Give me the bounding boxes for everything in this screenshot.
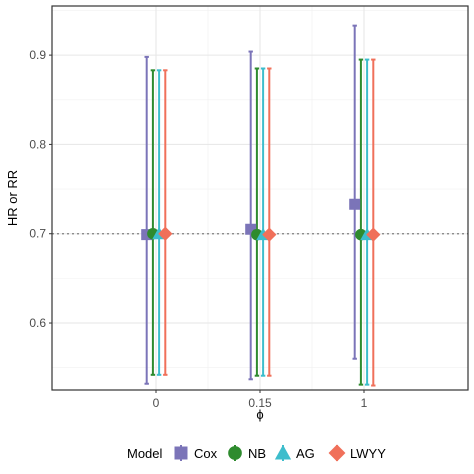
error-bar-lwyy	[371, 58, 376, 387]
legend-title: Model	[127, 446, 163, 461]
y-tick-label: 0.9	[29, 48, 46, 62]
error-bar-lwyy	[163, 69, 168, 376]
y-tick-label: 0.7	[29, 227, 46, 241]
point-lwyy	[158, 226, 173, 241]
error-bar-nb	[358, 58, 364, 386]
error-bar-nb	[254, 67, 260, 377]
error-bar-nb	[150, 69, 156, 376]
plot-area	[51, 5, 469, 391]
y-axis: 0.6 0.7 0.8 0.9	[29, 48, 52, 330]
point-lwyy	[262, 227, 277, 242]
legend-item-lwyy: LWYY	[328, 444, 386, 462]
error-bar-ag	[260, 67, 266, 377]
x-tick-label: 0	[153, 396, 160, 410]
x-axis: 0 0.15 1	[153, 390, 368, 410]
error-bar-cox	[352, 24, 357, 360]
error-bar-ag	[156, 69, 162, 376]
error-bar-lwyy	[267, 67, 272, 377]
legend-key-square	[174, 446, 188, 460]
legend-label: NB	[248, 446, 266, 461]
error-bar-ag	[364, 58, 370, 386]
legend-item-nb: NB	[228, 445, 266, 461]
error-bar-cox	[248, 50, 253, 381]
x-tick-label: 1	[361, 396, 368, 410]
legend-key-circle	[228, 446, 242, 460]
x-axis-title: ϕ	[256, 407, 263, 422]
point-lwyy	[366, 227, 381, 242]
legend-item-cox: Cox	[174, 445, 218, 461]
y-tick-label: 0.6	[29, 316, 46, 330]
legend-label: AG	[296, 446, 315, 461]
y-axis-title: HR or RR	[5, 170, 20, 226]
error-bar-cox	[144, 55, 149, 385]
legend-key-diamond	[328, 444, 346, 462]
x-tick-label: 0.15	[248, 396, 272, 410]
legend-key-triangle	[274, 444, 292, 460]
legend-label: LWYY	[350, 446, 386, 461]
point-cox	[245, 223, 257, 235]
point-cox	[349, 198, 361, 210]
point-cox	[141, 229, 153, 241]
y-tick-label: 0.8	[29, 137, 46, 151]
legend: Model Cox NB AG LWYY	[127, 444, 386, 462]
legend-label: Cox	[194, 446, 218, 461]
legend-item-ag: AG	[274, 444, 315, 461]
